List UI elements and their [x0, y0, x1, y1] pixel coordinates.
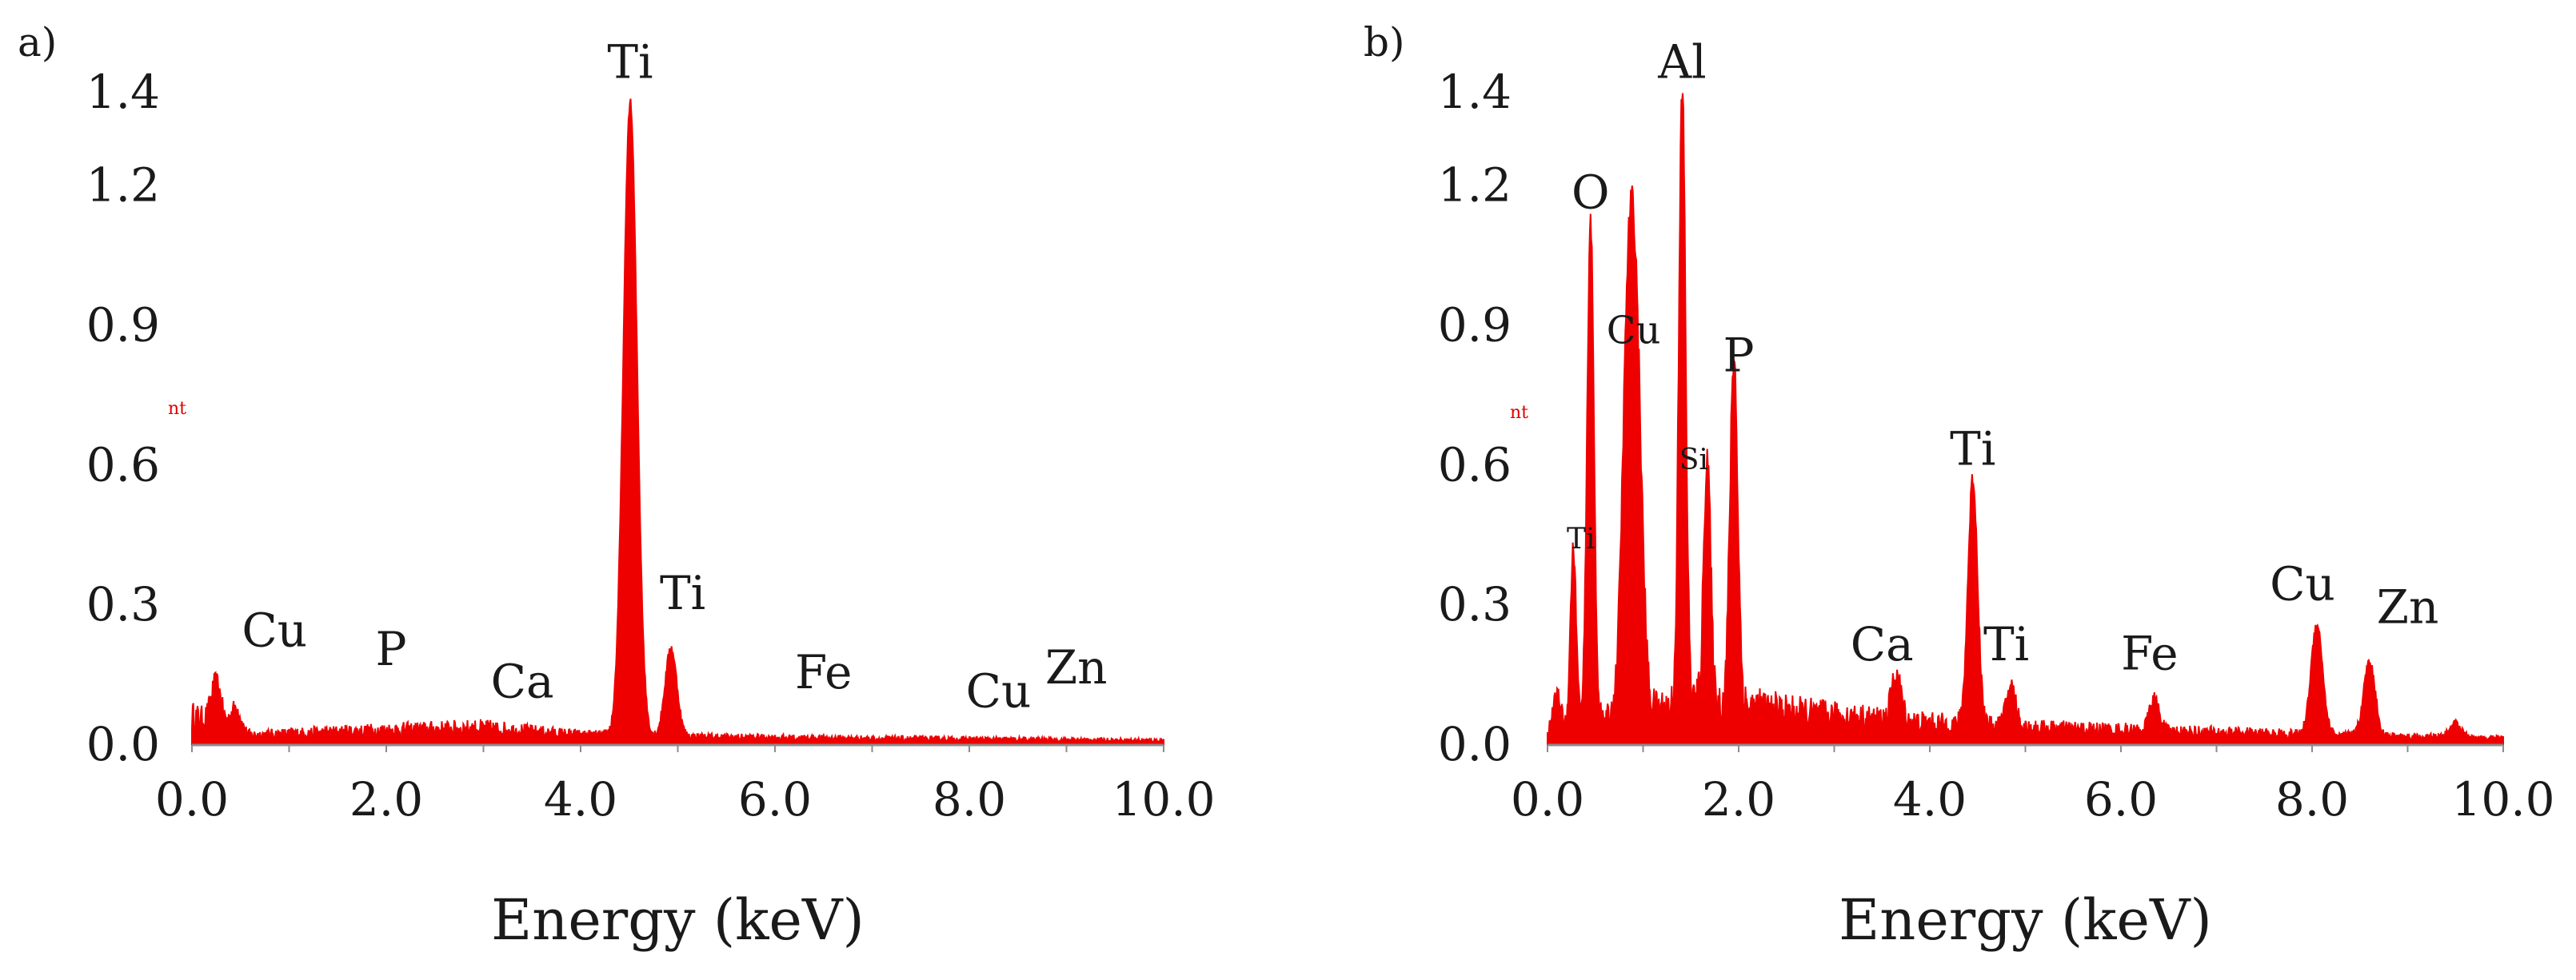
- y-tick-label: 1.2: [1438, 158, 1512, 213]
- spectrum-area-b: [1547, 93, 2504, 745]
- y-axis-b: 0.0 0.3 0.6 0.9 1.2 1.4: [1438, 65, 1512, 771]
- y-tick-label: 0.6: [86, 437, 160, 492]
- peak-label: P: [1723, 329, 1754, 383]
- peak-label: Cu: [242, 604, 307, 658]
- x-axis-a: 0.0 2.0 4.0 6.0 8.0 10.0: [155, 744, 1216, 827]
- peak-label: P: [376, 622, 407, 676]
- x-tick-label: 4.0: [544, 772, 617, 827]
- y-tick-label: 1.2: [86, 158, 160, 213]
- y-tick-label: 0.3: [86, 577, 160, 631]
- x-tick-label: 0.0: [155, 772, 229, 827]
- spectrum-area-a: [191, 98, 1164, 746]
- peak-label: Si: [1679, 444, 1708, 476]
- x-tick-label: 6.0: [2084, 772, 2158, 827]
- y-axis-a: 0.0 0.3 0.6 0.9 1.2 1.4: [86, 65, 160, 771]
- y-tick-label: 0.9: [1438, 297, 1512, 352]
- x-tick-label: 2.0: [1702, 772, 1775, 827]
- y-tick-label: 0.6: [1438, 437, 1512, 492]
- x-tick-label: 0.0: [1511, 772, 1584, 827]
- y-tick-label: 1.4: [86, 65, 160, 119]
- peak-label: Ca: [1851, 617, 1914, 671]
- peak-label: Al: [1657, 35, 1706, 90]
- spectrum-panel-a: a) nt 0.0 0.3 0.6 0.9 1.2 1.4 0.0 2.0 4.0 6.0 8.0…: [18, 19, 1216, 953]
- peak-label: Fe: [795, 645, 852, 699]
- peak-label: Cu: [1607, 309, 1661, 353]
- x-tick-label: 4.0: [1893, 772, 1967, 827]
- x-tick-label: 6.0: [738, 772, 812, 827]
- x-tick-label: 2.0: [349, 772, 423, 827]
- y-tick-label: 0.9: [86, 297, 160, 352]
- panel-label-b: b): [1364, 19, 1405, 66]
- x-tick-label: 10.0: [2451, 772, 2554, 827]
- stray-label-a: nt: [168, 399, 186, 419]
- peak-label: Ti: [1983, 617, 2029, 671]
- y-tick-label: 0.0: [1438, 717, 1512, 771]
- x-tick-label: 10.0: [1112, 772, 1215, 827]
- peak-label: Cu: [966, 663, 1032, 718]
- peak-label: Ti: [607, 35, 653, 90]
- peak-label: Ti: [660, 566, 705, 620]
- peak-labels-b: Al O Cu P Si Ti Ti Ca Ti Fe Cu Zn: [1567, 35, 2438, 681]
- panel-label-a: a): [18, 19, 57, 66]
- y-tick-label: 0.3: [1438, 577, 1512, 631]
- x-axis-title-b: Energy (keV): [1839, 887, 2212, 953]
- x-tick-label: 8.0: [2275, 772, 2349, 827]
- peak-label: Zn: [2377, 580, 2439, 634]
- spectrum-panel-b: b) nt 0.0 0.3 0.6 0.9 1.2 1.4 0.0 2.0 4.0 6.0 8.0…: [1364, 19, 2555, 953]
- peak-label: Ca: [491, 655, 554, 709]
- x-tick-label: 8.0: [933, 772, 1006, 827]
- y-tick-label: 0.0: [86, 717, 160, 771]
- y-tick-label: 1.4: [1438, 65, 1512, 119]
- peak-label: Cu: [2270, 556, 2335, 611]
- x-axis-b: 0.0 2.0 4.0 6.0 8.0 10.0: [1511, 744, 2555, 827]
- peak-label: Fe: [2121, 627, 2178, 681]
- peak-label: Ti: [1950, 421, 1995, 476]
- peak-label: Zn: [1045, 640, 1108, 695]
- x-axis-title-a: Energy (keV): [491, 887, 865, 953]
- stray-label-b: nt: [1510, 403, 1528, 423]
- peak-label: Ti: [1567, 523, 1596, 556]
- peak-label: O: [1572, 165, 1610, 220]
